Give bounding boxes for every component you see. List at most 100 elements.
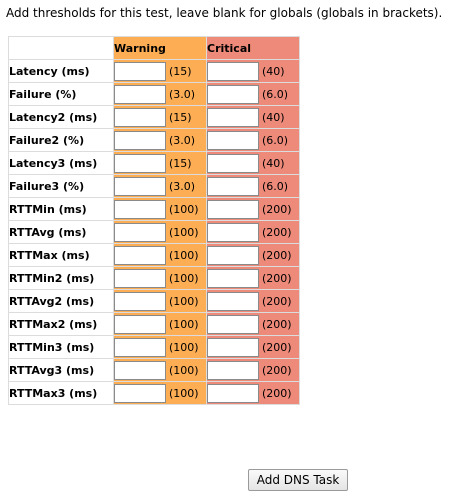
warning-threshold-input[interactable] xyxy=(114,61,166,81)
critical-threshold-input[interactable] xyxy=(207,61,259,81)
warning-global-value: (3.0) xyxy=(169,133,196,147)
critical-threshold-input[interactable] xyxy=(207,153,259,173)
critical-global-value: (200) xyxy=(262,340,292,354)
thresholds-table: Warning Critical Latency (ms) (15) (40) Fai… xyxy=(8,36,300,405)
threshold-label: Failure3 (%) xyxy=(8,174,114,198)
warning-cell: (3.0) xyxy=(113,174,207,198)
warning-threshold-input[interactable] xyxy=(114,268,166,288)
warning-global-value: (100) xyxy=(169,363,199,377)
threshold-label: RTTMin3 (ms) xyxy=(8,335,114,359)
threshold-row: RTTMin3 (ms) (100) (200) xyxy=(8,335,300,359)
threshold-label: Failure2 (%) xyxy=(8,128,114,152)
threshold-row: Failure (%) (3.0) (6.0) xyxy=(8,82,300,106)
warning-cell: (100) xyxy=(113,335,207,359)
critical-cell: (200) xyxy=(206,289,300,313)
threshold-label: Latency3 (ms) xyxy=(8,151,114,175)
critical-global-value: (40) xyxy=(262,156,285,170)
critical-threshold-input[interactable] xyxy=(207,245,259,265)
critical-threshold-input[interactable] xyxy=(207,337,259,357)
critical-cell: (40) xyxy=(206,59,300,83)
critical-threshold-input[interactable] xyxy=(207,84,259,104)
critical-global-value: (200) xyxy=(262,294,292,308)
threshold-label: Failure (%) xyxy=(8,82,114,106)
threshold-row: Latency2 (ms) (15) (40) xyxy=(8,105,300,129)
critical-threshold-input[interactable] xyxy=(207,176,259,196)
warning-cell: (100) xyxy=(113,312,207,336)
threshold-label: RTTMin (ms) xyxy=(8,197,114,221)
critical-cell: (6.0) xyxy=(206,174,300,198)
threshold-label: RTTAvg2 (ms) xyxy=(8,289,114,313)
warning-cell: (100) xyxy=(113,220,207,244)
threshold-label: RTTMax2 (ms) xyxy=(8,312,114,336)
warning-threshold-input[interactable] xyxy=(114,84,166,104)
threshold-row: RTTAvg2 (ms) (100) (200) xyxy=(8,289,300,313)
threshold-label: RTTAvg3 (ms) xyxy=(8,358,114,382)
warning-threshold-input[interactable] xyxy=(114,130,166,150)
critical-threshold-input[interactable] xyxy=(207,130,259,150)
warning-threshold-input[interactable] xyxy=(114,153,166,173)
thresholds-body: Latency (ms) (15) (40) Failure (%) (3.0) (6.0… xyxy=(8,59,300,405)
critical-global-value: (6.0) xyxy=(262,179,289,193)
threshold-row: RTTMax2 (ms) (100) (200) xyxy=(8,312,300,336)
warning-cell: (100) xyxy=(113,381,207,405)
critical-cell: (200) xyxy=(206,266,300,290)
critical-cell: (200) xyxy=(206,220,300,244)
critical-global-value: (200) xyxy=(262,386,292,400)
warning-threshold-input[interactable] xyxy=(114,107,166,127)
warning-global-value: (100) xyxy=(169,248,199,262)
critical-cell: (6.0) xyxy=(206,128,300,152)
warning-global-value: (3.0) xyxy=(169,179,196,193)
threshold-row: RTTAvg3 (ms) (100) (200) xyxy=(8,358,300,382)
warning-cell: (3.0) xyxy=(113,82,207,106)
header-row: Warning Critical xyxy=(8,36,300,60)
warning-global-value: (100) xyxy=(169,340,199,354)
critical-threshold-input[interactable] xyxy=(207,222,259,242)
threshold-row: RTTMin (ms) (100) (200) xyxy=(8,197,300,221)
warning-cell: (15) xyxy=(113,151,207,175)
warning-threshold-input[interactable] xyxy=(114,245,166,265)
warning-threshold-input[interactable] xyxy=(114,314,166,334)
warning-threshold-input[interactable] xyxy=(114,360,166,380)
critical-cell: (6.0) xyxy=(206,82,300,106)
critical-threshold-input[interactable] xyxy=(207,107,259,127)
threshold-label: RTTAvg (ms) xyxy=(8,220,114,244)
threshold-label: Latency (ms) xyxy=(8,59,114,83)
critical-threshold-input[interactable] xyxy=(207,291,259,311)
warning-global-value: (3.0) xyxy=(169,87,196,101)
critical-cell: (200) xyxy=(206,381,300,405)
critical-global-value: (200) xyxy=(262,317,292,331)
warning-cell: (100) xyxy=(113,358,207,382)
warning-global-value: (15) xyxy=(169,110,192,124)
header-corner xyxy=(8,36,114,60)
warning-threshold-input[interactable] xyxy=(114,176,166,196)
warning-global-value: (100) xyxy=(169,271,199,285)
critical-cell: (200) xyxy=(206,335,300,359)
add-dns-task-button[interactable]: Add DNS Task xyxy=(248,469,348,491)
warning-cell: (100) xyxy=(113,266,207,290)
critical-threshold-input[interactable] xyxy=(207,268,259,288)
warning-cell: (15) xyxy=(113,105,207,129)
critical-global-value: (200) xyxy=(262,363,292,377)
critical-global-value: (40) xyxy=(262,64,285,78)
warning-threshold-input[interactable] xyxy=(114,337,166,357)
threshold-row: RTTMax (ms) (100) (200) xyxy=(8,243,300,267)
warning-column-header: Warning xyxy=(113,36,207,60)
warning-global-value: (100) xyxy=(169,386,199,400)
warning-threshold-input[interactable] xyxy=(114,199,166,219)
critical-cell: (200) xyxy=(206,243,300,267)
critical-global-value: (40) xyxy=(262,110,285,124)
threshold-label: RTTMin2 (ms) xyxy=(8,266,114,290)
critical-threshold-input[interactable] xyxy=(207,383,259,403)
threshold-row: Latency3 (ms) (15) (40) xyxy=(8,151,300,175)
critical-global-value: (200) xyxy=(262,248,292,262)
warning-global-value: (100) xyxy=(169,317,199,331)
warning-threshold-input[interactable] xyxy=(114,222,166,242)
warning-threshold-input[interactable] xyxy=(114,383,166,403)
critical-threshold-input[interactable] xyxy=(207,314,259,334)
warning-global-value: (100) xyxy=(169,202,199,216)
critical-threshold-input[interactable] xyxy=(207,199,259,219)
warning-threshold-input[interactable] xyxy=(114,291,166,311)
critical-cell: (200) xyxy=(206,312,300,336)
critical-threshold-input[interactable] xyxy=(207,360,259,380)
critical-global-value: (200) xyxy=(262,202,292,216)
